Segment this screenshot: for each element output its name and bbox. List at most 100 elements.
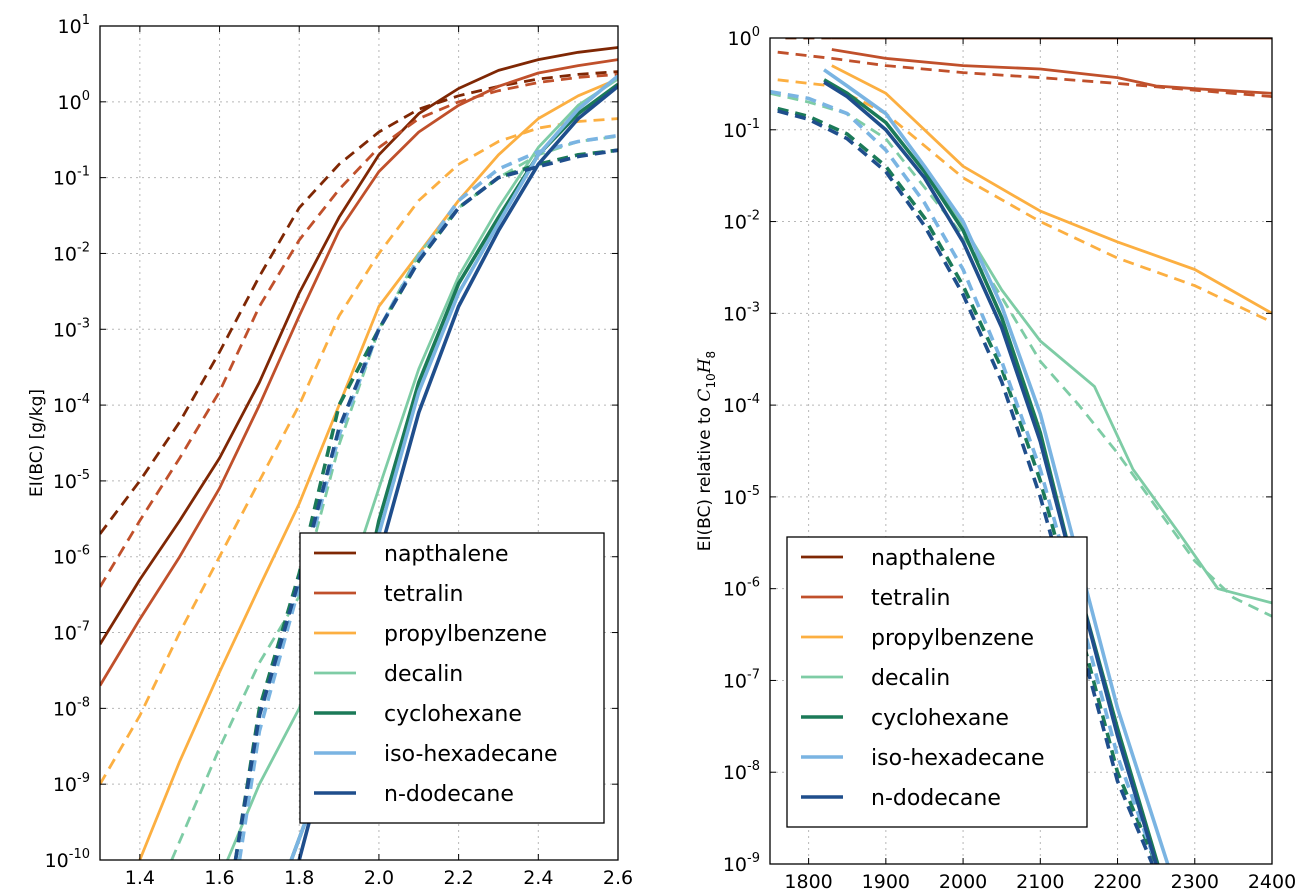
y-tick-base: 10 [53,395,77,417]
x-tick-label: 2.2 [444,867,474,889]
y-tick-label: 10-3 [53,316,90,341]
y-tick-base: 10 [45,850,69,872]
y-tick-label: 10-7 [723,667,760,692]
x-tick-label: 2200 [1093,871,1141,893]
x-tick-label: 1800 [784,871,832,893]
legend-box [786,536,1088,828]
plot-frame [99,25,619,861]
y-tick-base: 10 [53,319,77,341]
y-tick-label: 10-2 [723,209,760,234]
series-line-n-dodecane-dashed [777,109,1154,864]
y-tick-label: 10-10 [45,847,90,872]
y-axis-label: EI(BC) relative to C10H8 [695,351,718,551]
y-tick-exponent: -4 [77,392,90,407]
legend-label-cyclohexane: cyclohexane [384,702,522,727]
y-tick-exponent: -9 [77,771,90,786]
series-line-propylbenzene-solid [831,64,1272,315]
series-line-decalin-solid [823,68,1272,605]
legend: napthalene tetralin propylbenzene decalin cy… [786,536,1088,828]
legend-label-decalin: decalin [384,662,463,687]
legend-label-napthalene: napthalene [871,546,996,571]
y-tick-label: 10-8 [53,695,90,720]
y-tick-exponent: -4 [747,392,760,407]
series-line-iso-hexadecane-dashed [770,89,1158,864]
y-tick-label: 10-2 [53,240,90,265]
y-axis-label-sub: 8 [704,351,718,359]
y-tick-exponent: 0 [82,89,90,104]
y-tick-label: 10-4 [53,392,90,417]
series-line-cyclohexane-dashed [777,106,1158,864]
y-tick-label: 10-3 [723,300,760,325]
y-tick-exponent: -8 [747,759,760,774]
y-tick-base: 10 [53,168,77,190]
series-line-tetralin-solid [100,58,618,687]
legend-label-tetralin: tetralin [384,582,463,607]
plot-frame [769,37,1273,865]
y-tick-label: 100 [58,89,90,114]
y-tick-label: 10-9 [723,851,760,876]
series-line-iso-hexadecane-solid [823,68,1170,864]
y-tick-base: 10 [723,303,747,325]
legend-label-propylbenzene: propylbenzene [871,626,1034,651]
y-tick-label: 10-5 [53,468,90,493]
y-tick-base: 10 [53,774,77,796]
y-tick-exponent: -3 [77,316,90,331]
x-tick-label: 1900 [862,871,910,893]
series-line-napthalene-dashed [100,70,618,535]
y-tick-base: 10 [723,120,747,142]
x-tick-label: 2400 [1248,871,1296,893]
y-tick-label: 101 [58,13,90,38]
y-tick-base: 10 [723,762,747,784]
y-tick-base: 10 [58,92,82,114]
series-line-n-dodecane-solid [823,80,1158,864]
x-tick-label: 2000 [939,871,987,893]
series-line-tetralin-dashed [777,50,1272,98]
series-line-n-dodecane-dashed [233,148,618,860]
legend-label-cyclohexane: cyclohexane [871,706,1009,731]
x-tick-label: 1.8 [284,867,314,889]
y-tick-base: 10 [53,243,77,265]
y-axis-label-c: C [695,389,715,402]
y-tick-exponent: -2 [747,209,760,224]
y-tick-base: 10 [723,487,747,509]
legend-label-iso-hexadecane: iso-hexadecane [384,742,558,767]
y-tick-label: 10-9 [53,771,90,796]
y-tick-exponent: -1 [77,165,90,180]
y-tick-label: 10-4 [723,392,760,417]
legend-label-tetralin: tetralin [871,586,950,611]
y-tick-exponent: -5 [747,484,760,499]
series-line-propylbenzene-solid [138,77,618,860]
y-tick-base: 10 [723,212,747,234]
y-tick-exponent: -6 [747,576,760,591]
y-tick-base: 10 [58,16,82,38]
plot-1: 1.4 1.6 1.8 2.0 2.2 2.4 2.610-1010-910-810-710… [27,13,633,889]
legend-box [299,532,605,824]
y-tick-exponent: -6 [77,544,90,559]
legend-label-decalin: decalin [871,666,950,691]
x-tick-label: 2.4 [523,867,553,889]
y-tick-base: 10 [728,28,752,50]
legend-label-n-dodecane: n-dodecane [871,786,1001,811]
x-tick-label: 2100 [1016,871,1064,893]
x-tick-label: 2.0 [364,867,394,889]
legend-label-iso-hexadecane: iso-hexadecane [871,746,1045,771]
series-line-iso-hexadecane-dashed [237,133,618,860]
series-group [770,38,1272,864]
y-tick-exponent: -3 [747,300,760,315]
y-tick-base: 10 [723,395,747,417]
y-tick-label: 10-1 [723,117,760,142]
y-axis-label-sub: 10 [704,373,718,388]
y-tick-label: 10-8 [723,759,760,784]
y-tick-base: 10 [53,547,77,569]
y-axis-label-text: EI(BC) relative to [695,402,715,552]
y-tick-label: 10-6 [53,544,90,569]
y-tick-base: 10 [723,854,747,876]
legend: napthalene tetralin propylbenzene decalin cy… [299,532,605,824]
y-tick-exponent: -10 [69,847,90,862]
y-axis-label-h: H [695,357,715,374]
y-tick-exponent: -5 [77,468,90,483]
y-axis-label: EI(BC) [g/kg] [27,389,47,497]
y-tick-exponent: -7 [747,667,760,682]
legend-label-n-dodecane: n-dodecane [384,782,514,807]
legend-label-napthalene: napthalene [384,542,509,567]
